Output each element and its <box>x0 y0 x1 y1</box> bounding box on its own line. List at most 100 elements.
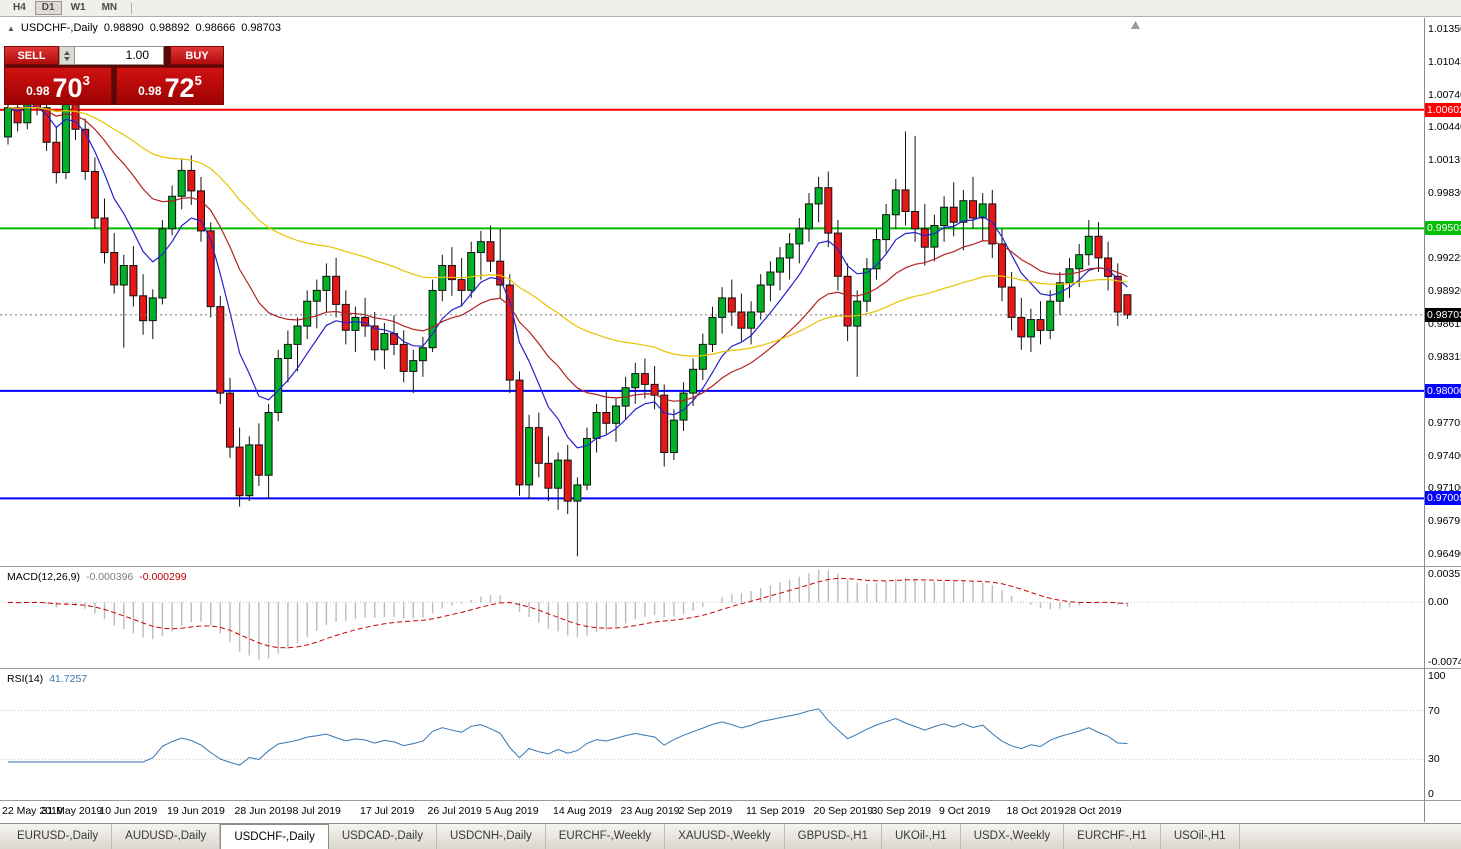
buy-price-prefix: 0.98 <box>138 84 162 98</box>
current-price-label: 0.98703 <box>1425 307 1461 322</box>
rsi-svg[interactable] <box>0 670 1424 800</box>
price-tick-label: 1.00135 <box>1428 154 1461 167</box>
chart-tab-usdx-weekly[interactable]: USDX-,Weekly <box>961 824 1065 849</box>
sell-price-display[interactable]: 0.98 70 3 <box>4 67 112 105</box>
rsi-label: RSI(14) 41.7257 <box>7 673 87 685</box>
macd-tick-label: 0.00 <box>1428 596 1449 609</box>
chart-tab-usoil-h1[interactable]: USOil-,H1 <box>1161 824 1240 849</box>
volume-down-icon[interactable] <box>64 56 70 61</box>
price-tick-label: 0.96490 <box>1428 548 1461 561</box>
macd-svg[interactable] <box>0 568 1424 668</box>
rsi-indicator-chart[interactable] <box>0 670 1424 800</box>
volume-up-icon[interactable] <box>64 50 70 55</box>
macd-tick-label: -0.00749 <box>1428 656 1461 668</box>
ohlc-low: 0.98666 <box>195 22 236 34</box>
date-tick-label: 11 Sep 2019 <box>746 805 805 817</box>
pane-divider[interactable] <box>0 566 1461 567</box>
price-tick-label: 1.00440 <box>1428 121 1461 134</box>
timeframe-button-h4[interactable]: H4 <box>6 1 33 15</box>
date-tick-label: 26 Jul 2019 <box>427 805 482 817</box>
rsi-tick-label: 100 <box>1428 670 1446 682</box>
price-axis-line <box>1424 18 1425 822</box>
level-price-label: 0.97005 <box>1425 491 1461 506</box>
sell-price-big: 70 <box>52 73 83 103</box>
level-price-label: 0.99503 <box>1425 221 1461 236</box>
toolbar-separator <box>131 2 133 14</box>
chart-tab-xauusd-weekly[interactable]: XAUUSD-,Weekly <box>665 824 785 849</box>
candlestick-svg[interactable] <box>0 18 1424 566</box>
macd-main-value: -0.000396 <box>85 571 134 583</box>
timeframe-toolbar: H4 D1 W1 MN <box>0 0 1461 17</box>
date-tick-label: 9 Oct 2019 <box>939 805 991 817</box>
chart-tab-gbpusd-h1[interactable]: GBPUSD-,H1 <box>785 824 882 849</box>
chart-tab-usdcnh-daily[interactable]: USDCNH-,Daily <box>437 824 546 849</box>
date-tick-label: 28 Jun 2019 <box>234 805 293 817</box>
chart-tab-eurchf-h1[interactable]: EURCHF-,H1 <box>1064 824 1161 849</box>
date-tick-label: 30 Sep 2019 <box>871 805 931 817</box>
price-tick-label: 1.01350 <box>1428 22 1461 35</box>
chart-tab-usdchf-daily[interactable]: USDCHF-,Daily <box>220 824 329 849</box>
macd-title: MACD(12,26,9) <box>7 571 80 583</box>
ohlc-close: 0.98703 <box>241 22 281 34</box>
price-tick-label: 0.98315 <box>1428 350 1461 363</box>
sell-price-pipette: 3 <box>82 73 90 88</box>
date-tick-label: 10 Jun 2019 <box>99 805 158 817</box>
date-tick-label: 18 Oct 2019 <box>1006 805 1064 817</box>
macd-indicator-chart[interactable] <box>0 568 1424 668</box>
volume-input[interactable]: 1.00 <box>75 46 164 65</box>
date-tick-label: 23 Aug 2019 <box>620 805 680 817</box>
macd-signal-value: -0.000299 <box>139 571 187 583</box>
rsi-tick-label: 0 <box>1428 788 1434 800</box>
level-price-label: 1.00602 <box>1425 102 1461 117</box>
chart-tab-audusd-daily[interactable]: AUDUSD-,Daily <box>112 824 221 849</box>
buy-price-display[interactable]: 0.98 72 5 <box>116 67 224 105</box>
buy-price-big: 72 <box>164 73 195 103</box>
ohlc-open: 0.98890 <box>103 22 144 34</box>
rsi-scale[interactable]: 100 70 30 0 <box>1425 670 1461 800</box>
rsi-tick-label: 30 <box>1428 753 1440 766</box>
sell-button[interactable]: SELL <box>4 46 59 65</box>
macd-scale[interactable]: 0.003574 0.00 -0.00749 <box>1425 568 1461 668</box>
price-tick-label: 0.97705 <box>1428 416 1461 429</box>
time-axis[interactable]: 22 May 2019 31 May 2019 10 Jun 2019 19 Jun … <box>0 801 1424 822</box>
rsi-title: RSI(14) <box>7 673 44 685</box>
date-tick-label: 28 Oct 2019 <box>1064 805 1122 817</box>
date-tick-label: 14 Aug 2019 <box>553 805 612 817</box>
ohlc-high: 0.98892 <box>149 22 190 34</box>
chart-tab-bar: EURUSD-,Daily AUDUSD-,Daily USDCHF-,Daily U… <box>0 823 1461 849</box>
one-click-panel-toggle-icon[interactable]: ▲ <box>7 23 15 33</box>
date-tick-label: 5 Aug 2019 <box>485 805 539 817</box>
date-tick-label: 2 Sep 2019 <box>678 805 733 817</box>
timeframe-button-w1[interactable]: W1 <box>64 1 93 15</box>
timeframe-button-mn[interactable]: MN <box>95 1 125 15</box>
volume-stepper[interactable] <box>59 46 75 65</box>
buy-button[interactable]: BUY <box>170 46 224 65</box>
price-tick-label: 1.01045 <box>1428 55 1461 68</box>
timeframe-buttons: H4 D1 W1 MN <box>6 1 124 15</box>
date-tick-label: 19 Jun 2019 <box>167 805 225 817</box>
price-chart[interactable] <box>0 18 1424 566</box>
sell-price-prefix: 0.98 <box>26 84 50 98</box>
price-tick-label: 0.96795 <box>1428 515 1461 528</box>
pane-divider[interactable] <box>0 800 1461 801</box>
one-click-trading-panel: SELL 1.00 BUY 0.98 70 3 0.98 72 5 <box>4 46 224 105</box>
chart-tab-eurchf-weekly[interactable]: EURCHF-,Weekly <box>546 824 666 849</box>
price-tick-label: 1.00740 <box>1428 88 1461 101</box>
date-tick-label: 22 May 2019 <box>2 805 63 817</box>
chart-tab-eurusd-daily[interactable]: EURUSD-,Daily <box>4 824 113 849</box>
timeframe-button-d1[interactable]: D1 <box>34 1 62 15</box>
rsi-tick-label: 70 <box>1428 704 1440 717</box>
chart-tab-usdcad-daily[interactable]: USDCAD-,Daily <box>329 824 437 849</box>
price-scale[interactable]: 1.01350 1.01045 1.00740 1.00440 1.00135 0.998… <box>1425 18 1461 566</box>
date-tick-label: 31 May 2019 <box>41 805 103 817</box>
pane-divider[interactable] <box>0 668 1461 669</box>
price-tick-label: 0.99225 <box>1428 252 1461 265</box>
rsi-value: 41.7257 <box>49 673 88 685</box>
date-tick-label: 8 Jul 2019 <box>292 805 341 817</box>
chart-tab-ukoil-h1[interactable]: UKOil-,H1 <box>882 824 961 849</box>
